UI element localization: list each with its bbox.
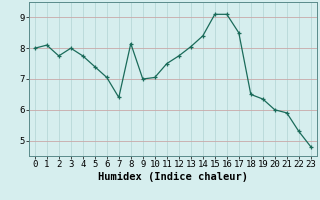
X-axis label: Humidex (Indice chaleur): Humidex (Indice chaleur): [98, 172, 248, 182]
